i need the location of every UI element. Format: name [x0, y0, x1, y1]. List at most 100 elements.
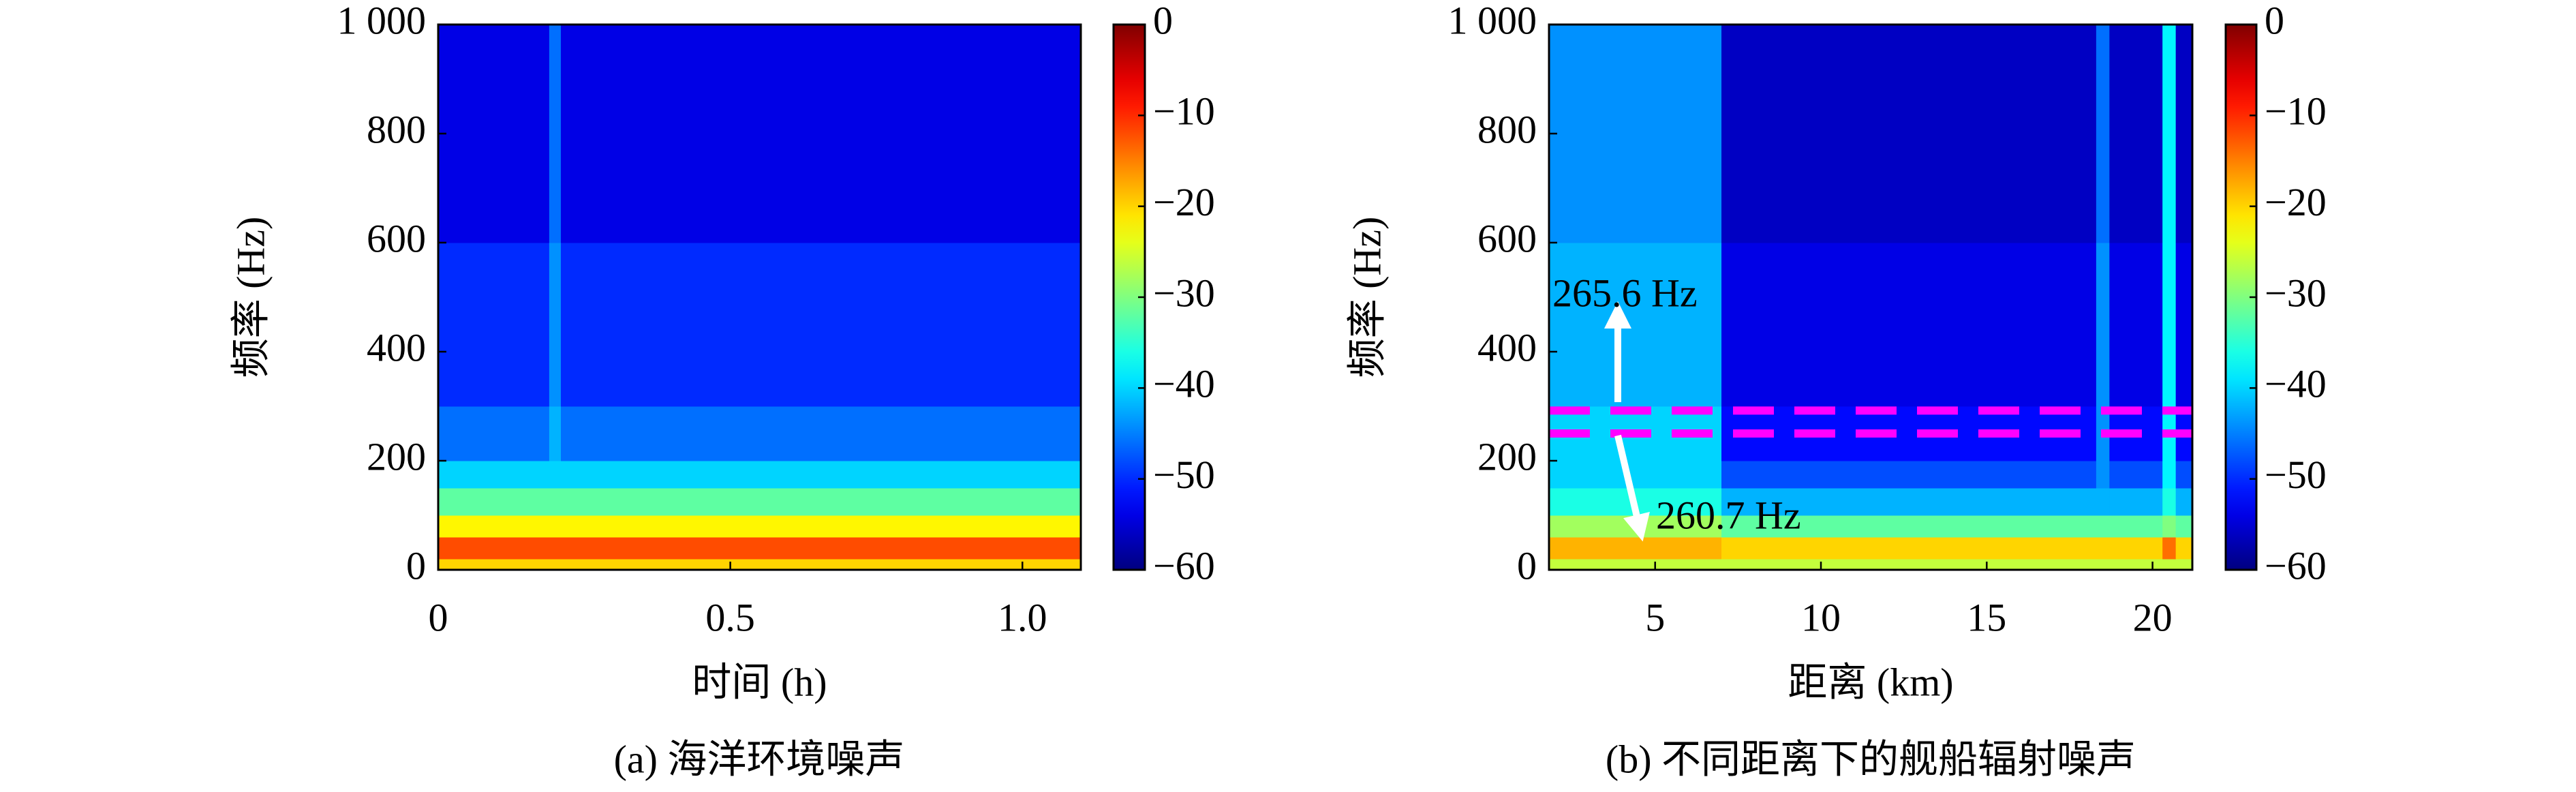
heatmap-cell [549, 559, 562, 570]
y-tick-label: 1 000 [337, 0, 427, 42]
y-tick-label: 200 [1477, 434, 1537, 478]
heatmap-cell [2162, 25, 2177, 243]
heatmap-cell [2109, 559, 2163, 570]
heatmap-cell [2109, 243, 2163, 407]
plot-frame [1548, 23, 2194, 571]
heatmap-cell [2175, 559, 2193, 570]
x-tick-label: 0.5 [705, 595, 755, 639]
heatmap-cell [2096, 25, 2110, 243]
annotation: 265.6 Hz [1552, 271, 1698, 315]
heatmap-cell [438, 461, 550, 489]
heatmap-cell [549, 25, 562, 243]
heatmap-cell [2175, 461, 2193, 489]
y-tick-label: 600 [367, 216, 426, 260]
y-tick-label: 0 [1517, 543, 1537, 588]
heatmap-cell [438, 25, 550, 243]
heatmap-cell [438, 537, 550, 560]
y-tick-label: 1 000 [1448, 0, 1537, 42]
heatmap-cell [438, 488, 550, 516]
heatmap-cell [1549, 537, 1722, 560]
heatmap-cell [1549, 25, 1722, 243]
heatmap-cell [2162, 243, 2177, 407]
heatmap-cell [438, 515, 550, 538]
heatmap-cell [2162, 515, 2177, 538]
heatmap-cell [2175, 537, 2193, 560]
heatmap-cell [2096, 537, 2110, 560]
heatmap-cell [2096, 243, 2110, 407]
heatmap-cell [561, 461, 1082, 489]
y-tick-label: 800 [367, 107, 426, 151]
x-tick-label: 5 [1645, 595, 1665, 639]
heatmap-cell [2096, 488, 2110, 516]
x-axis-label: 时间 (h) [692, 660, 827, 704]
heatmap-cell [2162, 488, 2177, 516]
y-tick-label: 600 [1477, 216, 1537, 260]
y-tick-label: 800 [1477, 107, 1537, 151]
x-tick-label: 10 [1801, 595, 1841, 639]
colorbar-tick-label: −30 [2265, 271, 2327, 315]
heatmap-cell [438, 243, 550, 407]
heatmap-cell [561, 515, 1082, 538]
annotation: 260.7 Hz [1656, 493, 1801, 537]
heatmap-cell [1549, 461, 1722, 489]
heatmap-cell [549, 406, 562, 461]
heatmap-cell [549, 488, 562, 516]
heatmap-cell [561, 559, 1082, 570]
heatmap-cell [2162, 559, 2177, 570]
caption: (b) 不同距离下的舰船辐射噪声 [1606, 737, 2136, 781]
arrow [1614, 434, 1650, 542]
heatmap-cell [1721, 488, 2097, 516]
heatmap-cell [438, 559, 550, 570]
colorbar-tick-label: −20 [1153, 180, 1215, 224]
heatmap-cell [561, 537, 1082, 560]
y-tick-label: 400 [367, 325, 426, 369]
heatmap-cell [1721, 537, 2097, 560]
y-axis-label: 频率 (Hz) [1345, 217, 1389, 378]
heatmap-cell [1721, 25, 2097, 243]
heatmap-cell [561, 488, 1082, 516]
heatmap-cell [549, 461, 562, 489]
heatmap-cell [1721, 559, 2097, 570]
heatmap-cell [2109, 488, 2163, 516]
heatmap-cell [1721, 243, 2097, 407]
heatmap-cell [561, 25, 1082, 243]
y-tick-label: 0 [406, 543, 426, 588]
x-tick-label: 20 [2133, 595, 2173, 639]
heatmap-cell [2162, 461, 2177, 489]
colorbar-tick-label: 0 [2265, 0, 2284, 42]
x-axis-label: 距离 (km) [1788, 660, 1953, 704]
heatmap-cell [561, 243, 1082, 407]
x-tick-label: 1.0 [998, 595, 1047, 639]
heatmap-cell [561, 406, 1082, 461]
heatmap-cell [549, 243, 562, 407]
heatmap-cell [2109, 461, 2163, 489]
heatmap-cell [2175, 515, 2193, 538]
heatmap-cell [2096, 515, 2110, 538]
heatmap-cell [1549, 559, 1722, 570]
heatmap-cell [438, 406, 550, 461]
heatmap-cell [1721, 461, 2097, 489]
heatmap-cell [2175, 243, 2193, 407]
colorbar-tick-label: −10 [2265, 89, 2327, 134]
heatmap-cell [2109, 537, 2163, 560]
heatmap-cell [1549, 243, 1722, 407]
colorbar-tick-label: −50 [2265, 453, 2327, 497]
y-tick-label: 200 [367, 434, 426, 478]
colorbar-tick-label: −60 [1153, 543, 1215, 588]
plot-frame [437, 23, 1082, 571]
y-tick-label: 400 [1477, 325, 1537, 369]
colorbar-tick-label: −40 [1153, 362, 1215, 406]
heatmap-cell [2175, 25, 2193, 243]
heatmap-cell [2096, 461, 2110, 489]
heatmap-cell [2175, 488, 2193, 516]
colorbar-tick-label: 0 [1153, 0, 1173, 42]
colorbar-tick-label: −30 [1153, 271, 1215, 315]
heatmap-cell [1721, 515, 2097, 538]
heatmap-cell [549, 515, 562, 538]
heatmap-cell [2109, 25, 2163, 243]
colorbar-tick-label: −10 [1153, 89, 1215, 134]
colorbar-tick-label: −40 [2265, 362, 2327, 406]
colorbar-tick-label: −20 [2265, 180, 2327, 224]
x-tick-label: 0 [429, 595, 448, 639]
